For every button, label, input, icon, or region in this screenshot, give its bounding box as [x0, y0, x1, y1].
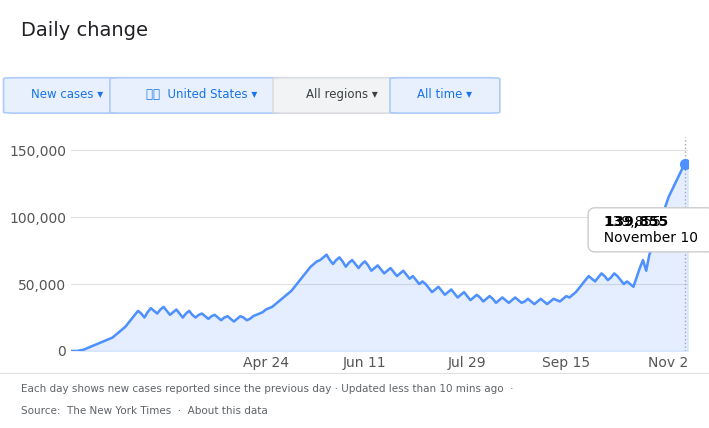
FancyBboxPatch shape [4, 78, 131, 113]
Text: 139,855  
  November 10: 139,855 November 10 [595, 215, 707, 245]
Text: Each day shows new cases reported since the previous day · Updated less than 10 : Each day shows new cases reported since … [21, 384, 514, 394]
Text: New cases ▾: New cases ▾ [31, 88, 104, 101]
Text: Source:  The New York Times  ·  About this data: Source: The New York Times · About this … [21, 406, 268, 416]
Text: 🇺🇸  United States ▾: 🇺🇸 United States ▾ [147, 88, 257, 101]
Text: All regions ▾: All regions ▾ [306, 88, 378, 101]
FancyBboxPatch shape [273, 78, 411, 113]
FancyBboxPatch shape [110, 78, 294, 113]
Text: All time ▾: All time ▾ [418, 88, 472, 101]
Text: Daily change: Daily change [21, 21, 148, 40]
Text: 139,855: 139,855 [595, 215, 678, 229]
FancyBboxPatch shape [390, 78, 500, 113]
